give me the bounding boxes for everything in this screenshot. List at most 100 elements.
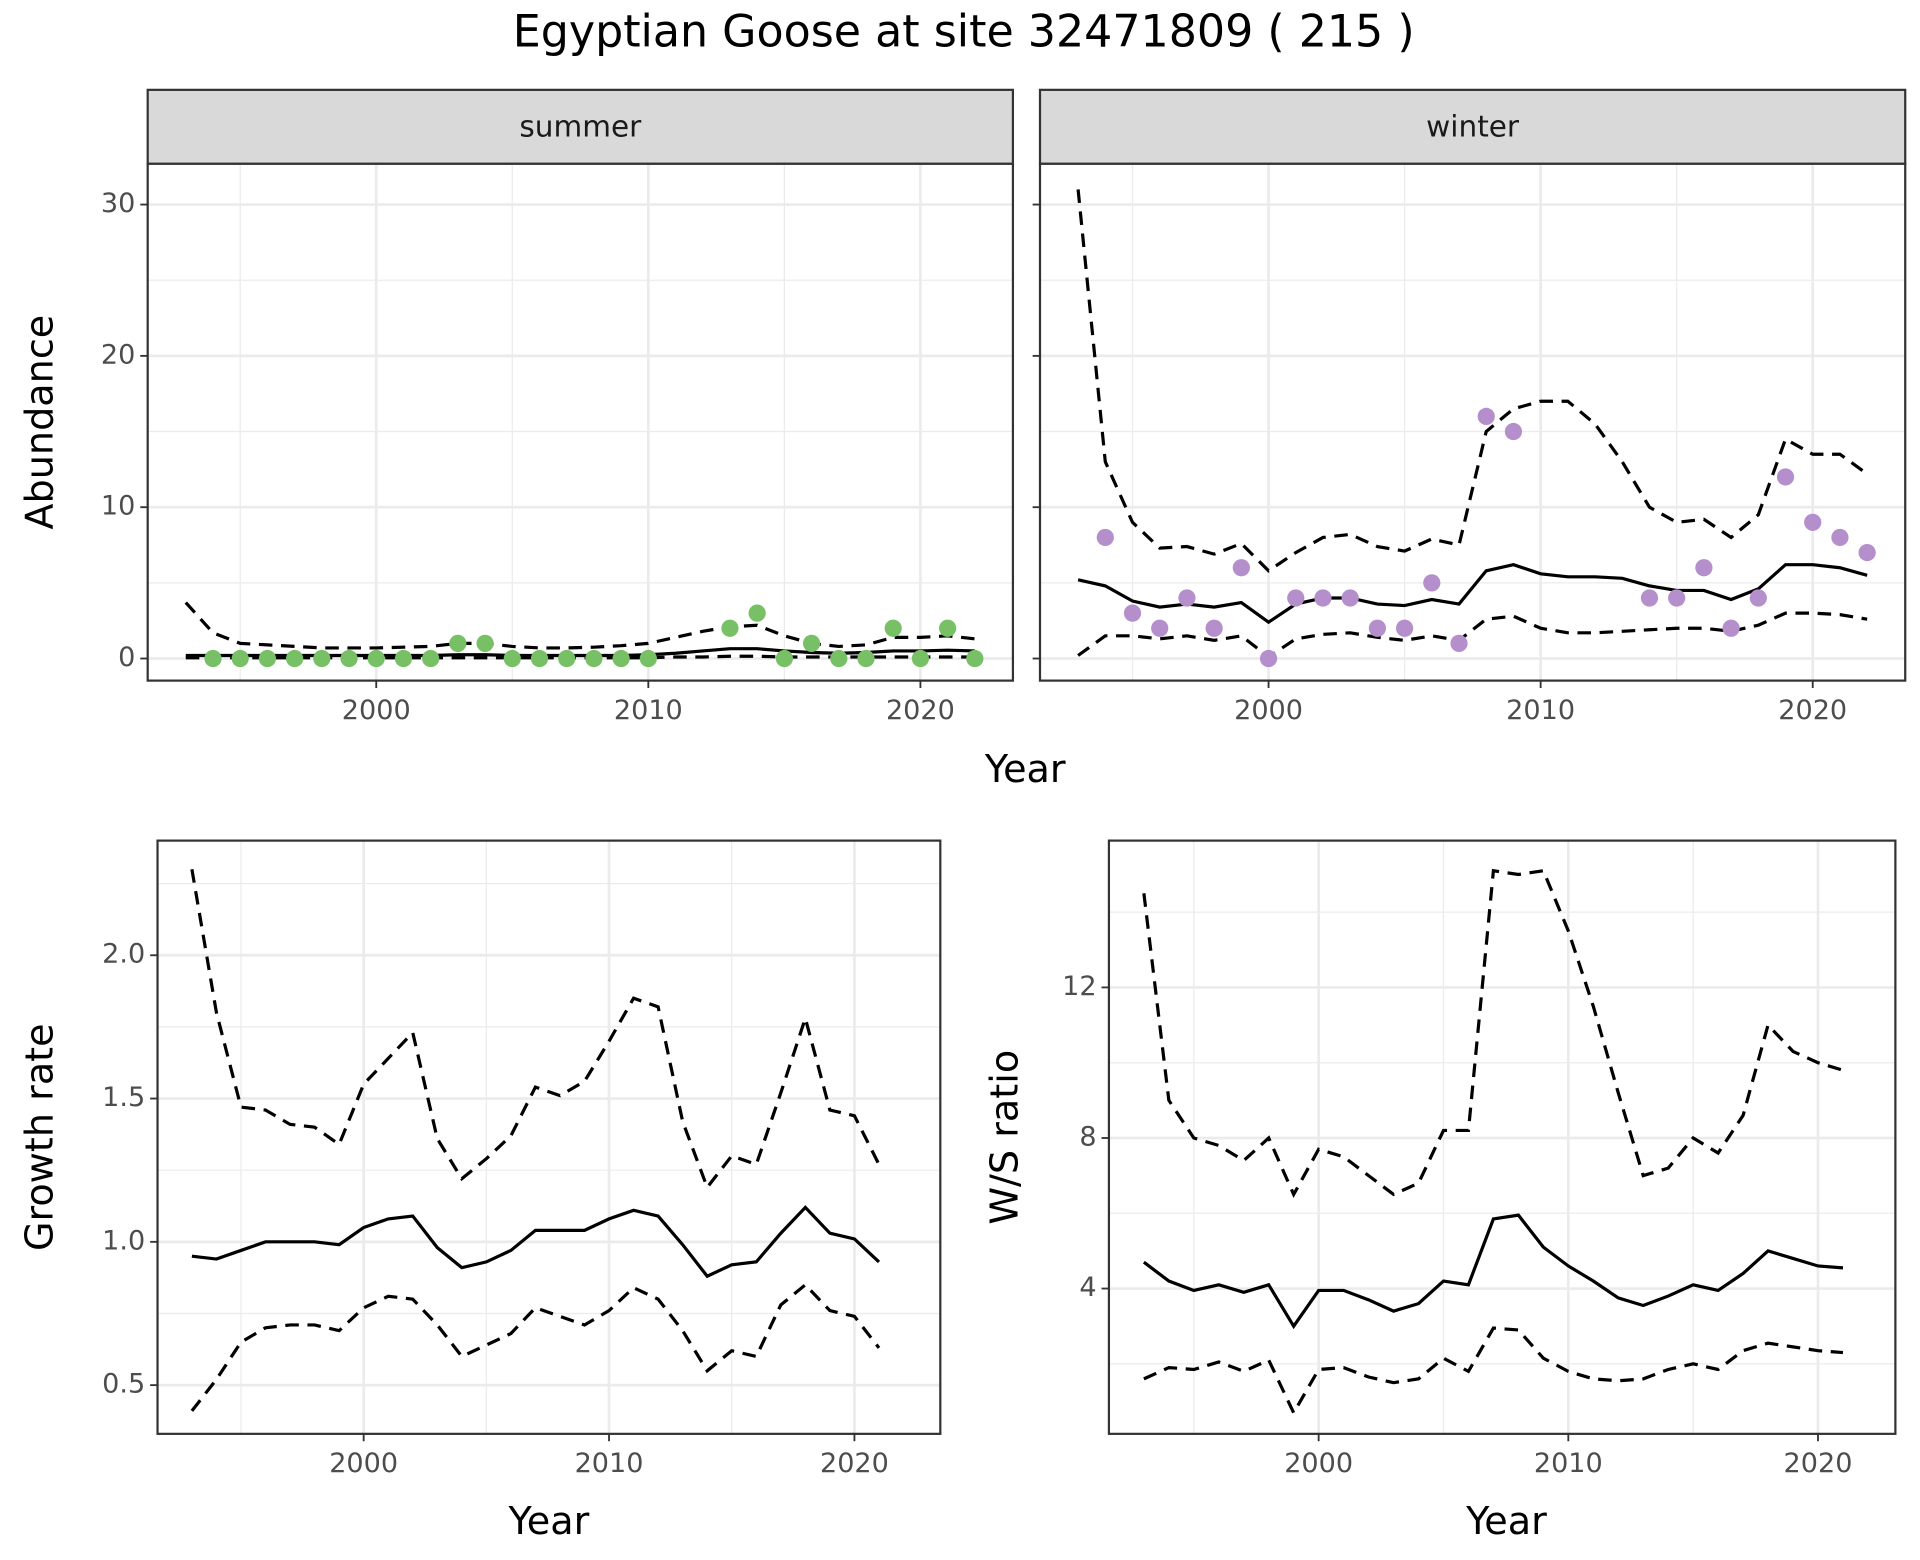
x-tick-label: 2000 bbox=[1234, 695, 1303, 726]
observation-point bbox=[558, 649, 576, 668]
y-tick-label: 0.5 bbox=[102, 1369, 145, 1400]
observation-point bbox=[476, 634, 494, 653]
fit-line bbox=[1077, 563, 1868, 625]
observation-point bbox=[1123, 604, 1142, 622]
x-tick-label: 2020 bbox=[1784, 1448, 1853, 1479]
observation-point bbox=[367, 649, 385, 668]
observation-point bbox=[1096, 528, 1114, 547]
panel-border bbox=[1107, 839, 1897, 1435]
observation-point bbox=[1151, 619, 1169, 637]
x-axis-label: Year bbox=[984, 747, 1066, 791]
observation-point bbox=[394, 649, 413, 668]
observation-point bbox=[1776, 468, 1795, 486]
y-tick-label: 4 bbox=[1079, 1272, 1096, 1303]
strip bbox=[146, 88, 1015, 165]
observation-point bbox=[830, 649, 848, 668]
observation-point bbox=[313, 649, 331, 668]
observation-point bbox=[939, 619, 957, 637]
observation-point bbox=[1640, 589, 1659, 607]
x-tick-label: 2020 bbox=[886, 695, 955, 726]
observation-point bbox=[1695, 559, 1713, 577]
strip-label: summer bbox=[519, 109, 642, 143]
observation-point bbox=[775, 649, 793, 668]
y-tick-label: 8 bbox=[1079, 1121, 1096, 1152]
x-axis-label: Year bbox=[508, 1499, 590, 1543]
strip-label: winter bbox=[1426, 109, 1520, 143]
x-tick-label: 2010 bbox=[1534, 1448, 1603, 1479]
observation-point bbox=[449, 634, 467, 653]
interval-line bbox=[190, 1282, 881, 1412]
x-tick-label: 2000 bbox=[329, 1448, 398, 1479]
interval-line bbox=[184, 601, 976, 650]
observation-point bbox=[639, 649, 657, 668]
figure-title: Egyptian Goose at site 32471809 ( 215 ) bbox=[513, 6, 1415, 57]
observation-point bbox=[884, 619, 902, 637]
y-tick-label: 2.0 bbox=[102, 939, 145, 970]
observation-point bbox=[1314, 589, 1332, 607]
panel-background bbox=[147, 163, 1013, 681]
observation-point bbox=[1450, 634, 1468, 653]
observation-point bbox=[503, 649, 521, 668]
panel-border bbox=[156, 839, 942, 1435]
observation-point bbox=[1287, 589, 1305, 607]
observation-point bbox=[204, 649, 222, 668]
y-axis-label: Growth rate bbox=[17, 1023, 61, 1251]
interval-line bbox=[190, 869, 881, 1191]
x-tick-label: 2010 bbox=[1506, 695, 1575, 726]
y-axis-label: W/S ratio bbox=[982, 1050, 1026, 1225]
interval-line bbox=[1076, 189, 1869, 573]
y-tick-label: 10 bbox=[101, 491, 135, 522]
y-tick-label: 20 bbox=[101, 339, 135, 370]
observation-point bbox=[1341, 589, 1359, 607]
x-tick-label: 2020 bbox=[1778, 695, 1847, 726]
observation-point bbox=[1178, 589, 1196, 607]
x-tick-label: 2010 bbox=[614, 695, 683, 726]
observation-point bbox=[340, 649, 358, 668]
observation-point bbox=[802, 634, 821, 653]
observation-point bbox=[530, 649, 549, 668]
observation-point bbox=[1668, 589, 1686, 607]
y-tick-label: 0 bbox=[118, 642, 135, 673]
y-tick-label: 1.0 bbox=[102, 1225, 145, 1256]
observation-point bbox=[911, 649, 930, 668]
panel-background bbox=[1040, 163, 1906, 681]
x-tick-label: 2000 bbox=[342, 695, 411, 726]
observation-point bbox=[1395, 619, 1414, 637]
observation-point bbox=[1858, 543, 1876, 562]
fit-line bbox=[191, 1205, 881, 1279]
observation-point bbox=[748, 604, 766, 622]
y-axis-label: Abundance bbox=[17, 315, 61, 530]
observation-point bbox=[1477, 407, 1495, 426]
observation-point bbox=[721, 619, 739, 637]
observation-point bbox=[966, 649, 984, 668]
observation-point bbox=[1232, 559, 1250, 577]
x-tick-label: 2010 bbox=[575, 1448, 644, 1479]
panel-background bbox=[157, 840, 941, 1434]
x-axis-label: Year bbox=[1465, 1499, 1547, 1543]
strip bbox=[1038, 88, 1907, 165]
y-tick-label: 12 bbox=[1062, 971, 1096, 1002]
observation-point bbox=[585, 649, 603, 668]
x-tick-label: 2000 bbox=[1284, 1448, 1353, 1479]
observation-point bbox=[231, 649, 249, 668]
observation-point bbox=[1831, 528, 1849, 547]
observation-point bbox=[422, 649, 440, 668]
observation-point bbox=[1749, 589, 1767, 607]
interval-line bbox=[1143, 1326, 1844, 1417]
interval-line bbox=[1142, 868, 1844, 1199]
observation-point bbox=[1423, 574, 1441, 592]
observation-point bbox=[258, 649, 277, 668]
observation-point bbox=[1504, 422, 1523, 441]
y-tick-label: 30 bbox=[101, 188, 135, 219]
observation-point bbox=[1368, 619, 1387, 637]
observation-point bbox=[612, 649, 630, 668]
observation-point bbox=[286, 649, 304, 668]
observation-point bbox=[1259, 649, 1278, 668]
observation-point bbox=[1722, 619, 1740, 637]
fit-line bbox=[1142, 1213, 1844, 1330]
observation-point bbox=[1804, 513, 1822, 531]
y-tick-label: 1.5 bbox=[102, 1082, 145, 1113]
x-tick-label: 2020 bbox=[820, 1448, 889, 1479]
